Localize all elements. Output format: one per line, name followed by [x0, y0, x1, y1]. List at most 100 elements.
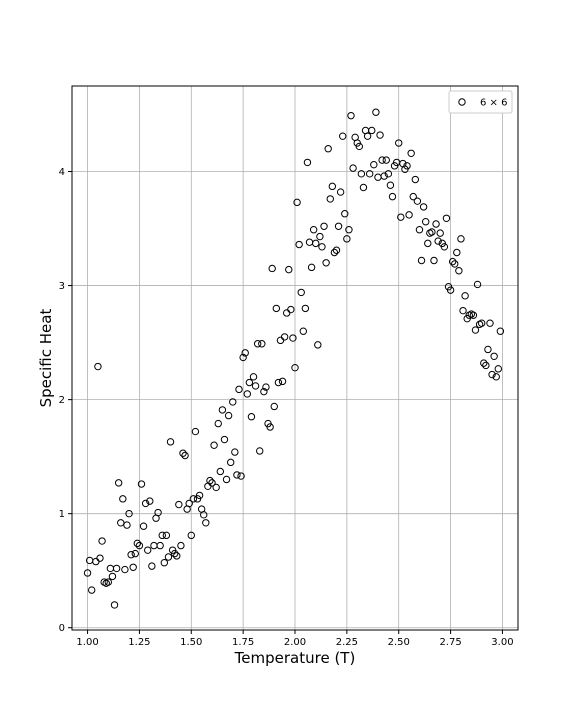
data-point: [370, 160, 378, 169]
data-point: [108, 572, 117, 581]
data-point: [434, 237, 442, 245]
data-point: [428, 228, 436, 236]
x-tick-label: 1.25: [128, 637, 150, 648]
data-point: [494, 365, 502, 373]
data-point: [222, 475, 231, 484]
data-point: [231, 448, 239, 456]
data-point: [245, 378, 254, 387]
data-point: [235, 385, 243, 394]
data-point: [266, 423, 274, 431]
data-point: [473, 280, 482, 289]
data-point: [484, 345, 492, 354]
data-point: [293, 198, 301, 207]
data-point: [179, 449, 187, 457]
data-point: [135, 541, 144, 550]
data-point: [253, 340, 262, 348]
data-point: [181, 451, 189, 460]
data-point: [363, 132, 372, 140]
data-point: [374, 173, 382, 181]
y-tick-label: 1: [59, 509, 65, 520]
data-point: [268, 264, 276, 273]
data-point: [258, 340, 266, 348]
data-point: [430, 256, 438, 265]
data-point: [212, 483, 220, 492]
data-point: [173, 552, 181, 560]
data-point: [395, 139, 403, 147]
data-point: [129, 563, 137, 571]
data-point: [141, 499, 150, 508]
data-point: [162, 531, 171, 540]
legend-label: 6 × 6: [480, 98, 507, 109]
data-point: [262, 383, 270, 391]
data-point: [144, 546, 152, 554]
data-point: [114, 479, 123, 487]
data-point: [185, 499, 193, 508]
data-point: [378, 156, 386, 164]
data-point: [436, 229, 444, 237]
y-tick-label: 4: [59, 167, 65, 178]
x-tick-label: 1.75: [232, 637, 254, 648]
data-point: [214, 419, 222, 428]
data-point: [318, 243, 326, 251]
x-tick-label: 1.00: [76, 637, 98, 648]
data-point: [123, 521, 131, 529]
grid-lines: [72, 86, 518, 630]
data-point: [187, 531, 195, 540]
data-point: [339, 132, 347, 140]
data-point: [270, 402, 278, 411]
data-point: [160, 559, 169, 567]
y-tick-label: 2: [59, 395, 65, 406]
data-point: [92, 557, 100, 566]
x-axis-label: Temperature (T): [234, 649, 356, 667]
data-point: [83, 569, 92, 577]
data-point: [312, 239, 320, 248]
data-point: [341, 210, 349, 218]
data-point: [133, 539, 142, 548]
data-point: [148, 562, 156, 570]
data-point: [158, 531, 166, 540]
data-point: [349, 164, 357, 172]
data-point: [451, 260, 459, 268]
data-point: [347, 111, 355, 120]
data-point: [492, 373, 500, 381]
x-tick-label: 2.00: [284, 637, 306, 648]
data-point: [210, 441, 218, 449]
data-point: [251, 382, 260, 390]
x-tick-label: 2.50: [388, 637, 410, 648]
data-point: [355, 142, 364, 151]
data-point: [490, 352, 498, 360]
data-point: [421, 218, 430, 226]
data-point: [175, 500, 183, 509]
data-point: [218, 406, 227, 414]
data-point: [117, 519, 125, 527]
data-point: [96, 554, 104, 562]
data-point: [486, 319, 494, 327]
data-point: [112, 564, 121, 573]
data-point: [191, 427, 200, 436]
data-point: [243, 390, 251, 398]
data-point: [334, 222, 343, 230]
data-point: [303, 158, 312, 167]
data-point: [380, 172, 388, 180]
data-point: [272, 304, 281, 313]
data-point: [457, 235, 465, 243]
data-point: [98, 537, 106, 545]
data-point: [397, 213, 405, 221]
data-point: [200, 511, 208, 519]
data-point: [376, 131, 384, 139]
data-point: [407, 149, 415, 157]
data-point: [330, 248, 339, 257]
data-point: [239, 353, 247, 362]
data-point: [202, 519, 210, 527]
data-point: [409, 192, 417, 201]
data-point: [357, 170, 366, 178]
data-point: [237, 472, 245, 480]
data-point: [459, 306, 467, 315]
data-point: [488, 370, 496, 379]
data-point: [287, 305, 295, 314]
data-point: [471, 326, 480, 334]
data-point: [469, 311, 478, 319]
data-point: [156, 541, 164, 550]
data-point: [278, 377, 287, 386]
y-tick-label: 3: [59, 281, 65, 292]
